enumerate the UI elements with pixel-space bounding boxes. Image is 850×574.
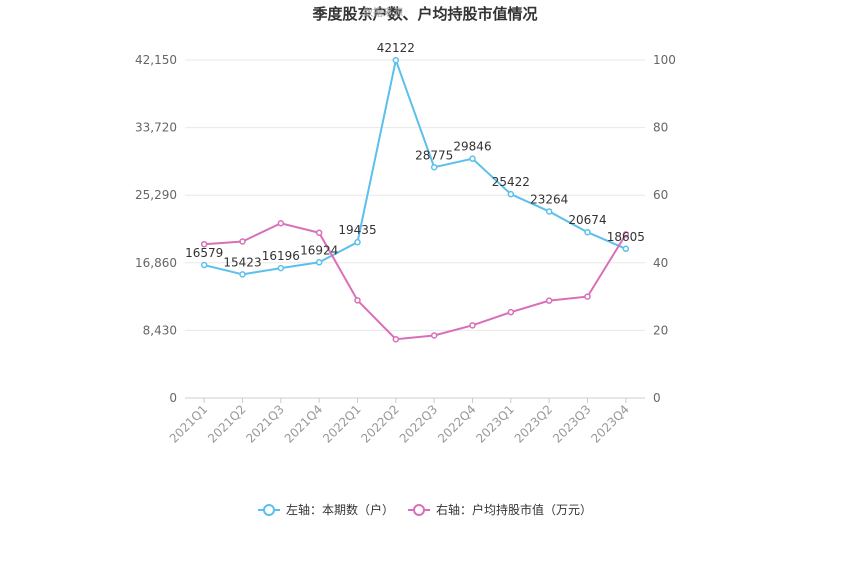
legend-label: 右轴：户均持股市值（万元） (436, 502, 592, 517)
data-point[interactable] (584, 293, 591, 300)
data-label: 16924 (300, 243, 338, 257)
series-1 (200, 56, 630, 278)
x-tick-label: 2021Q3 (243, 402, 287, 446)
right-tick-label: 80 (653, 121, 668, 135)
data-point[interactable] (469, 322, 476, 329)
x-tick-label: 2022Q2 (358, 402, 402, 446)
data-point[interactable] (239, 271, 246, 278)
left-tick-label: 33,720 (135, 121, 177, 135)
right-tick-label: 60 (653, 188, 668, 202)
data-point[interactable] (315, 259, 323, 266)
data-label: 19435 (338, 223, 376, 237)
right-tick-label: 20 (653, 323, 668, 337)
data-label: 15423 (223, 255, 261, 269)
legend-marker (413, 504, 425, 516)
legend-item-2[interactable]: 右轴：户均持股市值（万元） (408, 502, 592, 517)
right-tick-label: 100 (653, 53, 676, 67)
chart-title: 季度股东户数、户均持股市值情况 (312, 5, 537, 23)
data-point[interactable] (545, 297, 553, 304)
x-axis: 2021Q12021Q22021Q32021Q42022Q12022Q22022… (167, 398, 632, 446)
data-point[interactable] (469, 155, 476, 162)
left-axis: 0 8,430 16,860 25,290 33,720 42,150 (135, 53, 177, 405)
x-tick-label: 2021Q2 (205, 402, 249, 446)
data-point[interactable] (277, 264, 285, 272)
left-tick-label: 0 (169, 391, 177, 405)
data-point[interactable] (622, 231, 630, 238)
grid-lines (185, 59, 645, 331)
data-point[interactable] (507, 308, 515, 316)
data-label: 28775 (415, 148, 453, 162)
series-line (204, 222, 627, 341)
data-label: 16196 (262, 249, 300, 263)
left-tick-label: 8,430 (143, 323, 177, 337)
legend-item-1[interactable]: 左轴：本期数（户） (258, 502, 394, 517)
x-tick-label: 2022Q1 (320, 402, 364, 446)
series-2 (200, 220, 630, 343)
data-label: 16579 (185, 246, 223, 260)
data-label: 42122 (377, 41, 415, 55)
data-point[interactable] (200, 261, 208, 269)
data-point[interactable] (354, 297, 361, 304)
left-tick-label: 16,860 (135, 256, 177, 270)
data-point[interactable] (430, 332, 438, 339)
data-point[interactable] (392, 335, 400, 343)
data-label: 20674 (568, 213, 606, 227)
x-tick-label: 2023Q4 (588, 402, 632, 446)
data-label: 25422 (492, 175, 530, 189)
x-tick-label: 2023Q1 (473, 402, 517, 446)
right-tick-label: 40 (653, 256, 668, 270)
x-tick-label: 2021Q4 (282, 402, 326, 446)
x-tick-label: 2022Q3 (397, 402, 441, 446)
legend-marker (263, 504, 275, 516)
x-tick-label: 2023Q2 (512, 402, 556, 446)
right-tick-label: 0 (653, 391, 661, 405)
data-point[interactable] (315, 229, 323, 236)
left-tick-label: 42,150 (135, 53, 177, 67)
data-point[interactable] (545, 208, 553, 215)
x-tick-label: 2022Q4 (435, 402, 479, 446)
data-label: 29846 (453, 140, 491, 154)
watermark: 数据来源 (363, 6, 403, 19)
x-tick-label: 2021Q1 (167, 402, 211, 446)
data-point[interactable] (392, 56, 400, 64)
right-axis: 0 20 40 60 80 100 (653, 53, 676, 405)
left-tick-label: 25,290 (135, 188, 177, 202)
series-line (203, 56, 627, 276)
data-point[interactable] (622, 245, 630, 253)
data-point[interactable] (200, 240, 208, 248)
legend-label: 左轴：本期数（户） (286, 502, 394, 517)
data-point[interactable] (277, 220, 285, 227)
data-point[interactable] (584, 228, 591, 236)
x-tick-label: 2023Q3 (550, 402, 594, 446)
legend[interactable]: 左轴：本期数（户） 右轴：户均持股市值（万元） (258, 502, 592, 517)
data-label: 18605 (607, 230, 645, 244)
data-point[interactable] (354, 238, 361, 246)
data-point[interactable] (507, 190, 515, 198)
data-point[interactable] (430, 164, 438, 171)
data-point[interactable] (239, 238, 246, 245)
data-label: 23264 (530, 192, 568, 206)
